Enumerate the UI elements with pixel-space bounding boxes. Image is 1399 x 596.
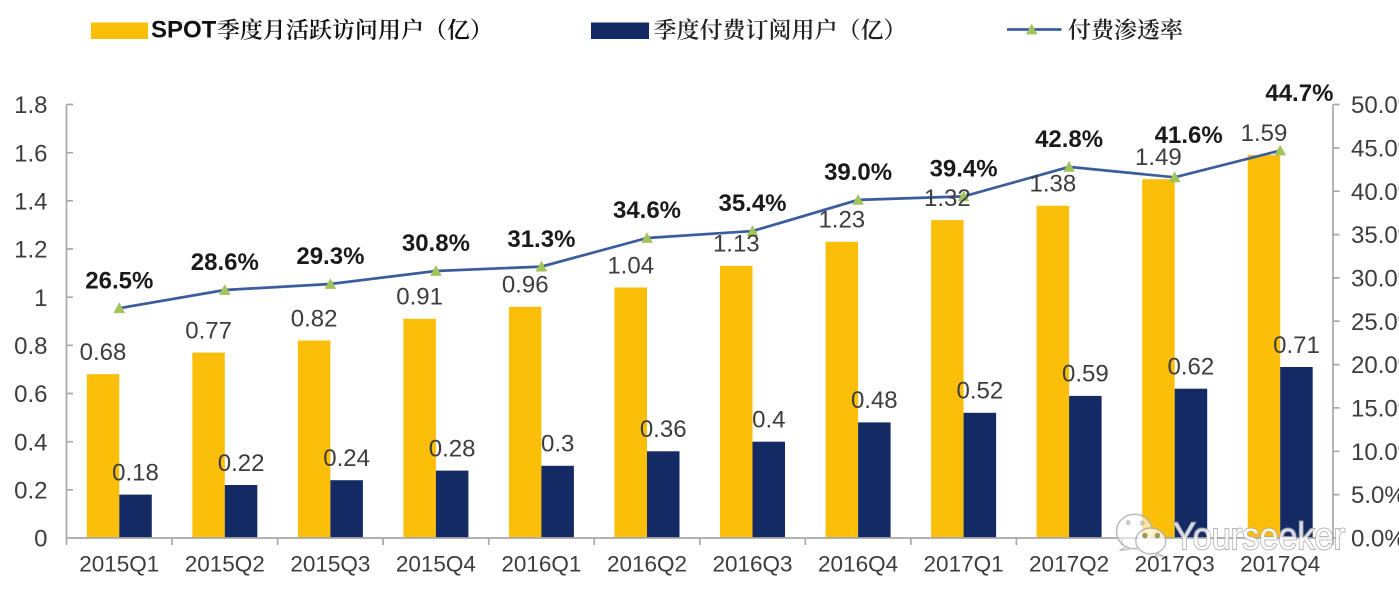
svg-text:30.0%: 30.0% [1351,266,1399,293]
svg-text:1: 1 [34,285,47,312]
svg-text:1.04: 1.04 [607,252,654,279]
svg-text:0.0%: 0.0% [1351,526,1399,553]
svg-text:1.4: 1.4 [14,188,47,215]
svg-text:0.48: 0.48 [851,387,898,414]
svg-text:1.6: 1.6 [14,140,47,167]
svg-text:SPOT: SPOT [151,16,217,43]
svg-text:2017Q3: 2017Q3 [1135,552,1215,577]
svg-text:2017Q2: 2017Q2 [1029,552,1109,577]
svg-text:42.8%: 42.8% [1035,126,1103,153]
svg-text:2015Q3: 2015Q3 [290,552,370,577]
svg-text:0.62: 0.62 [1168,354,1215,381]
svg-text:10.0%: 10.0% [1351,439,1399,466]
svg-text:0.6: 0.6 [14,381,47,408]
svg-text:0.91: 0.91 [396,284,443,311]
svg-text:1.59: 1.59 [1241,120,1288,147]
svg-text:35.0%: 35.0% [1351,222,1399,249]
svg-text:0.18: 0.18 [112,459,159,486]
svg-text:0.77: 0.77 [185,317,232,344]
svg-text:1.32: 1.32 [924,185,971,212]
svg-text:0.36: 0.36 [640,416,687,443]
svg-text:0.4: 0.4 [752,407,785,434]
svg-text:39.0%: 39.0% [824,159,892,186]
svg-text:0.82: 0.82 [291,305,338,332]
svg-text:34.6%: 34.6% [613,197,681,224]
svg-text:31.3%: 31.3% [507,226,575,253]
svg-text:0.22: 0.22 [218,450,265,477]
svg-text:20.0%: 20.0% [1351,352,1399,379]
svg-text:30.8%: 30.8% [402,230,470,257]
svg-text:41.6%: 41.6% [1155,122,1223,149]
svg-text:2015Q4: 2015Q4 [396,552,476,577]
svg-text:35.4%: 35.4% [718,190,786,217]
svg-text:39.4%: 39.4% [930,156,998,183]
svg-text:0.68: 0.68 [80,339,127,366]
svg-text:1.49: 1.49 [1135,144,1182,171]
svg-text:45.0%: 45.0% [1351,136,1399,163]
svg-text:0.4: 0.4 [14,429,47,456]
svg-text:2017Q4: 2017Q4 [1240,552,1320,577]
svg-text:28.6%: 28.6% [191,249,259,276]
svg-text:5.0%: 5.0% [1351,482,1399,509]
svg-text:1.13: 1.13 [713,231,760,258]
svg-text:0: 0 [34,526,47,553]
svg-text:2016Q3: 2016Q3 [712,552,792,577]
svg-text:0.3: 0.3 [541,431,574,458]
svg-text:1.8: 1.8 [14,92,47,119]
svg-text:44.7%: 44.7% [1265,80,1333,107]
svg-text:1.2: 1.2 [14,237,47,264]
svg-text:2016Q2: 2016Q2 [607,552,687,577]
svg-text:15.0%: 15.0% [1351,396,1399,423]
svg-text:29.3%: 29.3% [296,243,364,270]
svg-text:Yourseeker: Yourseeker [1173,516,1345,558]
svg-text:0.96: 0.96 [502,272,549,299]
svg-text:1.23: 1.23 [818,207,865,234]
svg-text:2017Q1: 2017Q1 [924,552,1004,577]
svg-text:25.0%: 25.0% [1351,309,1399,336]
svg-text:0.8: 0.8 [14,333,47,360]
svg-text:50.0%: 50.0% [1351,92,1399,119]
svg-text:0.28: 0.28 [429,435,476,462]
svg-text:0.24: 0.24 [323,445,370,472]
svg-text:2015Q1: 2015Q1 [79,552,159,577]
svg-text:26.5%: 26.5% [85,267,153,294]
svg-text:0.59: 0.59 [1062,361,1109,388]
svg-text:1.38: 1.38 [1030,171,1077,198]
svg-text:0.71: 0.71 [1273,332,1320,359]
svg-text:40.0%: 40.0% [1351,179,1399,206]
svg-text:2016Q1: 2016Q1 [501,552,581,577]
svg-text:0.52: 0.52 [957,378,1004,405]
svg-text:2016Q4: 2016Q4 [818,552,898,577]
svg-text:2015Q2: 2015Q2 [185,552,265,577]
svg-text:0.2: 0.2 [14,477,47,504]
